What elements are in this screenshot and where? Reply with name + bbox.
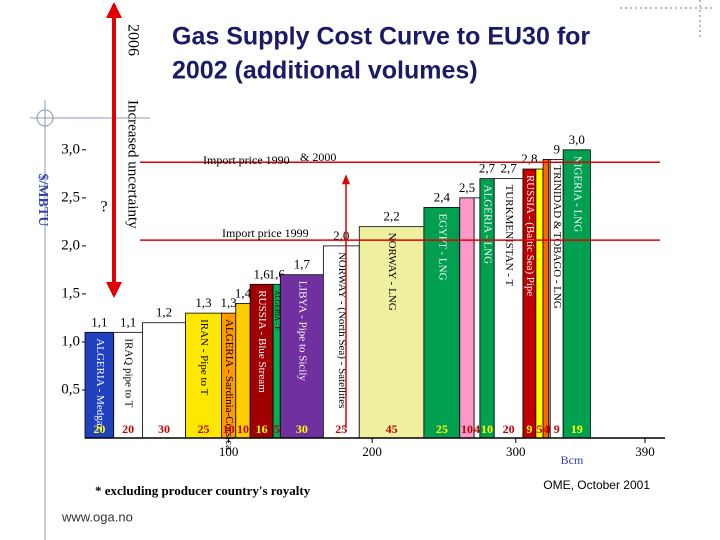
bar: [542, 159, 550, 439]
width-label: 20: [122, 422, 134, 436]
value-label: 1,6: [253, 266, 270, 281]
width-label: 20: [503, 422, 515, 436]
x-tick-label: 200: [362, 444, 382, 459]
bar-name: IRAN - Pipe to T: [198, 319, 210, 395]
value-label: 2,5: [459, 180, 475, 195]
value-label: 2,7: [479, 161, 496, 176]
bar-name: IRAQ pipe to T: [123, 338, 135, 407]
title-continuation: 2002 (additional volumes): [172, 57, 478, 85]
bar: [459, 197, 475, 439]
title-line: Gas Supply Cost Curve to EU30 for: [172, 23, 590, 51]
value-label: 2,2: [383, 209, 399, 224]
bar-name: NORWAY - (North Sea) - Satellites: [336, 252, 348, 409]
bar-name: ALGERIA - Medgaz: [94, 338, 106, 430]
bar: [84, 331, 115, 439]
value-label: 1,7: [294, 257, 311, 272]
width-label: 25: [197, 422, 209, 436]
width-label: 30: [158, 422, 170, 436]
value-label: 2,4: [434, 189, 451, 204]
x-axis-label: Bcm: [561, 453, 584, 467]
bar: [473, 197, 481, 439]
bar-name: RUSSIA - Blue Stream: [256, 290, 268, 393]
y-tick-label: 3,0: [61, 141, 80, 157]
source: OME, October 2001: [543, 478, 650, 492]
value-label: 1,3: [220, 295, 236, 310]
value-label: 3,0: [569, 132, 585, 147]
width-label: 30: [296, 422, 308, 436]
bar-name: TRINIDAD & TOBAGO - LNG: [551, 165, 563, 308]
bar-name: TURKMENISTAN - T: [503, 185, 515, 287]
value-label: 1,3: [195, 295, 211, 310]
bar: [562, 149, 591, 439]
width-label: 5: [536, 422, 542, 436]
bar: [142, 322, 186, 439]
width-label: 25: [436, 422, 448, 436]
width-label: 19: [571, 422, 583, 436]
y-tick-label: 2,5: [61, 189, 80, 205]
value-label: 1,2: [156, 305, 172, 320]
y-tick-label: 2,0: [61, 237, 80, 253]
y-axis-label: $/MBTU: [35, 174, 50, 227]
width-label: 25: [335, 422, 347, 436]
import-price-label: Import price 1999: [222, 226, 309, 240]
x-tick-label: 300: [506, 444, 526, 459]
y-tick-label: 1,5: [61, 285, 80, 301]
width-label: 4: [474, 422, 480, 436]
bar: [423, 207, 461, 439]
width-label: 10: [223, 422, 235, 436]
bar-name: NORWAY - LNG: [386, 233, 398, 311]
bar: [113, 331, 143, 439]
import-price-label: & 2000: [300, 150, 336, 164]
width-label: 16: [256, 422, 268, 436]
uncertainty-mark: ?: [100, 199, 107, 216]
bar-name: ALGERIA - F: [273, 290, 281, 330]
x-tick-label: 390: [635, 444, 655, 459]
bar-name: NIGERIA - LNG: [571, 156, 583, 232]
value-label: 1,4: [235, 285, 252, 300]
bar: [535, 168, 544, 439]
website: www.oga.no: [61, 509, 133, 524]
x-tick-label: 100: [219, 444, 239, 459]
value-label: 2,7: [500, 161, 517, 176]
value-label: 9: [553, 141, 560, 156]
width-label: 9: [526, 422, 532, 436]
uncertainty-year: 2006: [124, 24, 141, 56]
width-label: 45: [386, 422, 398, 436]
bar-name: RUSSIA - (Baltic Sea) Pipe: [524, 175, 536, 296]
uncertainty-label: Increased uncertainty: [125, 100, 141, 229]
width-label: 4: [543, 422, 549, 436]
value-label: 1,1: [120, 314, 136, 329]
bar-name: LIBYA - Pipe to Sicily: [296, 281, 308, 382]
bar-name: ALGERIA - LNG: [482, 185, 494, 264]
width-label: 20: [93, 422, 105, 436]
width-label: 10: [461, 422, 473, 436]
width-label: 9: [554, 422, 560, 436]
import-price-label: Import price 1990: [203, 153, 290, 167]
width-label: 10: [237, 422, 249, 436]
footnote: * excluding producer country's royalty: [95, 483, 311, 498]
y-tick-label: 0,5: [61, 381, 80, 397]
value-label: 2,8: [521, 151, 537, 166]
y-tick-label: 1,0: [61, 333, 80, 349]
arrow-head: [342, 174, 350, 185]
bar: [235, 303, 251, 439]
value-label: 1,1: [91, 314, 107, 329]
width-label: 5: [274, 422, 280, 436]
bar-name: ALGERIA - Sardinia-Corsica: [223, 319, 235, 450]
width-label: 10: [481, 422, 493, 436]
bar: [279, 274, 324, 439]
bar: [185, 312, 222, 439]
width-label: 1: [547, 422, 553, 436]
bar-name: EGYPT - LNG: [436, 213, 448, 280]
